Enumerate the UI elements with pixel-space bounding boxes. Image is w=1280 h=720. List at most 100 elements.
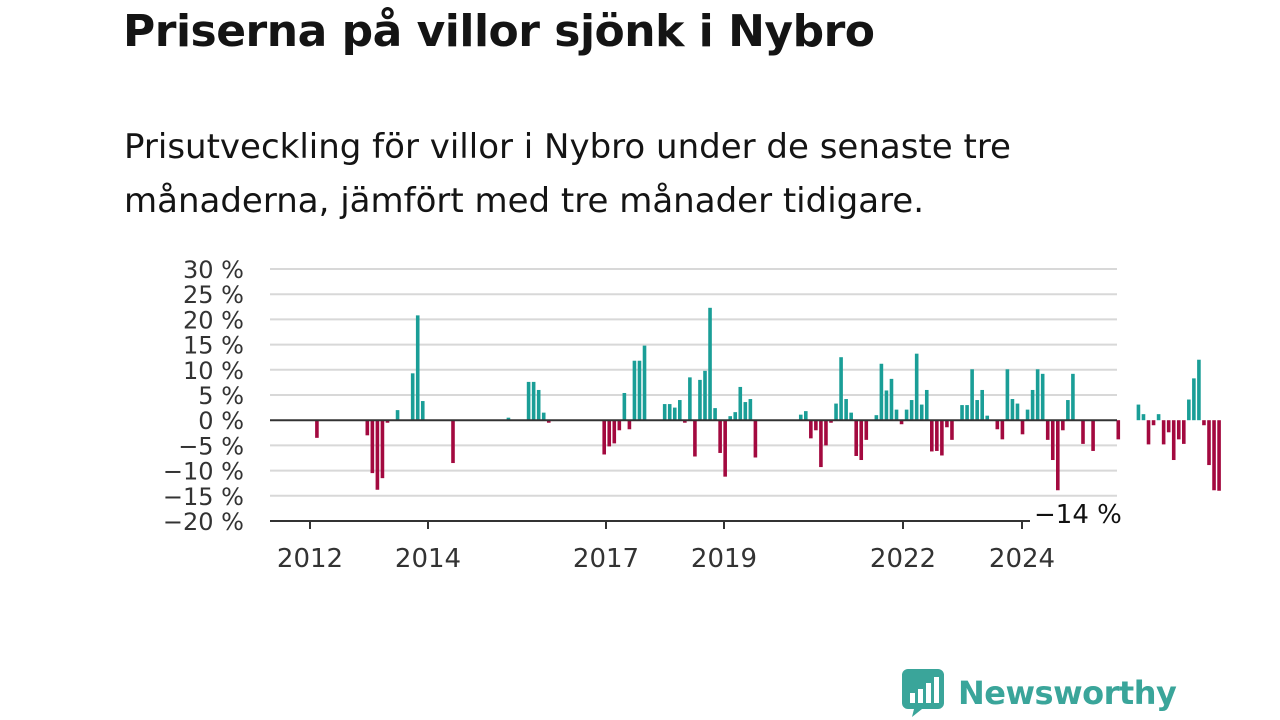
bar xyxy=(940,420,944,456)
bar xyxy=(415,315,420,421)
bar xyxy=(884,390,889,421)
bar xyxy=(909,400,914,421)
bar xyxy=(1005,369,1010,421)
bar xyxy=(1166,420,1171,433)
bar xyxy=(365,420,370,436)
gridlines xyxy=(270,268,1117,497)
axes xyxy=(270,419,1117,529)
bar xyxy=(753,420,758,458)
bar xyxy=(985,415,990,421)
x-tick-label: 2017 xyxy=(573,544,639,574)
y-tick-label: −15 % xyxy=(163,483,244,511)
bar xyxy=(738,386,743,421)
y-tick-label: −5 % xyxy=(178,432,244,460)
x-tick-label: 2019 xyxy=(691,544,757,574)
bar xyxy=(829,420,833,423)
newsworthy-logo: Newsworthy xyxy=(902,668,1177,718)
bar xyxy=(1161,420,1166,445)
bar xyxy=(667,404,672,421)
bar xyxy=(728,416,732,421)
bar xyxy=(945,420,949,428)
bar xyxy=(627,420,632,430)
bar xyxy=(814,420,818,431)
bar xyxy=(1116,420,1121,440)
bar xyxy=(930,420,934,452)
bar xyxy=(1217,420,1221,491)
bar xyxy=(1151,420,1156,426)
bar xyxy=(924,389,929,421)
bar xyxy=(1020,420,1025,435)
bar xyxy=(798,414,803,421)
bar xyxy=(420,401,425,421)
bar xyxy=(1192,378,1196,421)
bar xyxy=(1136,404,1141,421)
bar xyxy=(809,420,813,439)
bar xyxy=(874,415,879,421)
chart-subtitle: Prisutveckling för villor i Nybro under … xyxy=(124,127,1011,221)
bar xyxy=(617,420,622,431)
bar xyxy=(526,381,531,421)
bar xyxy=(622,392,627,421)
bar xyxy=(451,420,455,464)
chart-title: Priserna på villor sjönk i Nybro xyxy=(123,6,875,57)
bar xyxy=(1182,420,1186,444)
bar xyxy=(894,409,899,421)
bar xyxy=(602,420,606,455)
bar xyxy=(693,420,697,457)
y-tick-label: −10 % xyxy=(163,458,244,486)
bar xyxy=(1040,373,1045,421)
bar xyxy=(854,420,858,456)
bar xyxy=(824,420,828,446)
bar xyxy=(1171,420,1176,461)
y-tick-label: 30 % xyxy=(183,256,244,284)
bar xyxy=(919,404,924,421)
bar xyxy=(1000,420,1005,440)
bar xyxy=(662,404,667,421)
bar xyxy=(683,420,687,423)
bar xyxy=(1176,420,1181,440)
bar xyxy=(698,379,702,421)
x-axis-labels: 2012 2014 2017 2019 2022 2024 xyxy=(277,544,1055,574)
bar xyxy=(637,360,642,421)
bar xyxy=(844,399,848,421)
x-tick-label: 2012 xyxy=(277,544,343,574)
bar xyxy=(1010,399,1015,421)
bar xyxy=(859,420,864,461)
x-tick-label: 2024 xyxy=(989,544,1055,574)
bar xyxy=(839,357,843,421)
bar xyxy=(385,420,390,423)
bar xyxy=(864,420,869,440)
bar xyxy=(395,410,400,421)
bar xyxy=(370,420,375,474)
bar xyxy=(1056,420,1060,491)
bar xyxy=(1071,373,1075,421)
bar xyxy=(375,420,380,490)
y-tick-label: 20 % xyxy=(183,306,244,334)
x-tick-label: 2022 xyxy=(870,544,936,574)
bar xyxy=(834,403,838,421)
bars xyxy=(315,307,1221,491)
y-tick-label: 0 % xyxy=(198,407,244,435)
bar xyxy=(612,420,617,444)
bar xyxy=(380,420,385,479)
bar xyxy=(1081,420,1085,444)
bar xyxy=(1035,369,1040,421)
bar xyxy=(1061,420,1065,431)
bar xyxy=(980,389,984,421)
bar xyxy=(678,400,682,421)
bar xyxy=(713,408,717,421)
bar xyxy=(1025,409,1030,421)
bar xyxy=(965,405,969,421)
bar xyxy=(1212,420,1216,491)
bar xyxy=(935,420,939,451)
bar xyxy=(748,399,753,421)
bar xyxy=(536,389,541,421)
bar xyxy=(819,420,823,468)
bar xyxy=(804,411,808,421)
y-tick-label: 5 % xyxy=(198,382,244,410)
bar xyxy=(1015,403,1020,421)
bar xyxy=(703,370,707,421)
bar xyxy=(970,369,974,421)
y-tick-label: 15 % xyxy=(183,332,244,360)
bar xyxy=(960,405,964,421)
